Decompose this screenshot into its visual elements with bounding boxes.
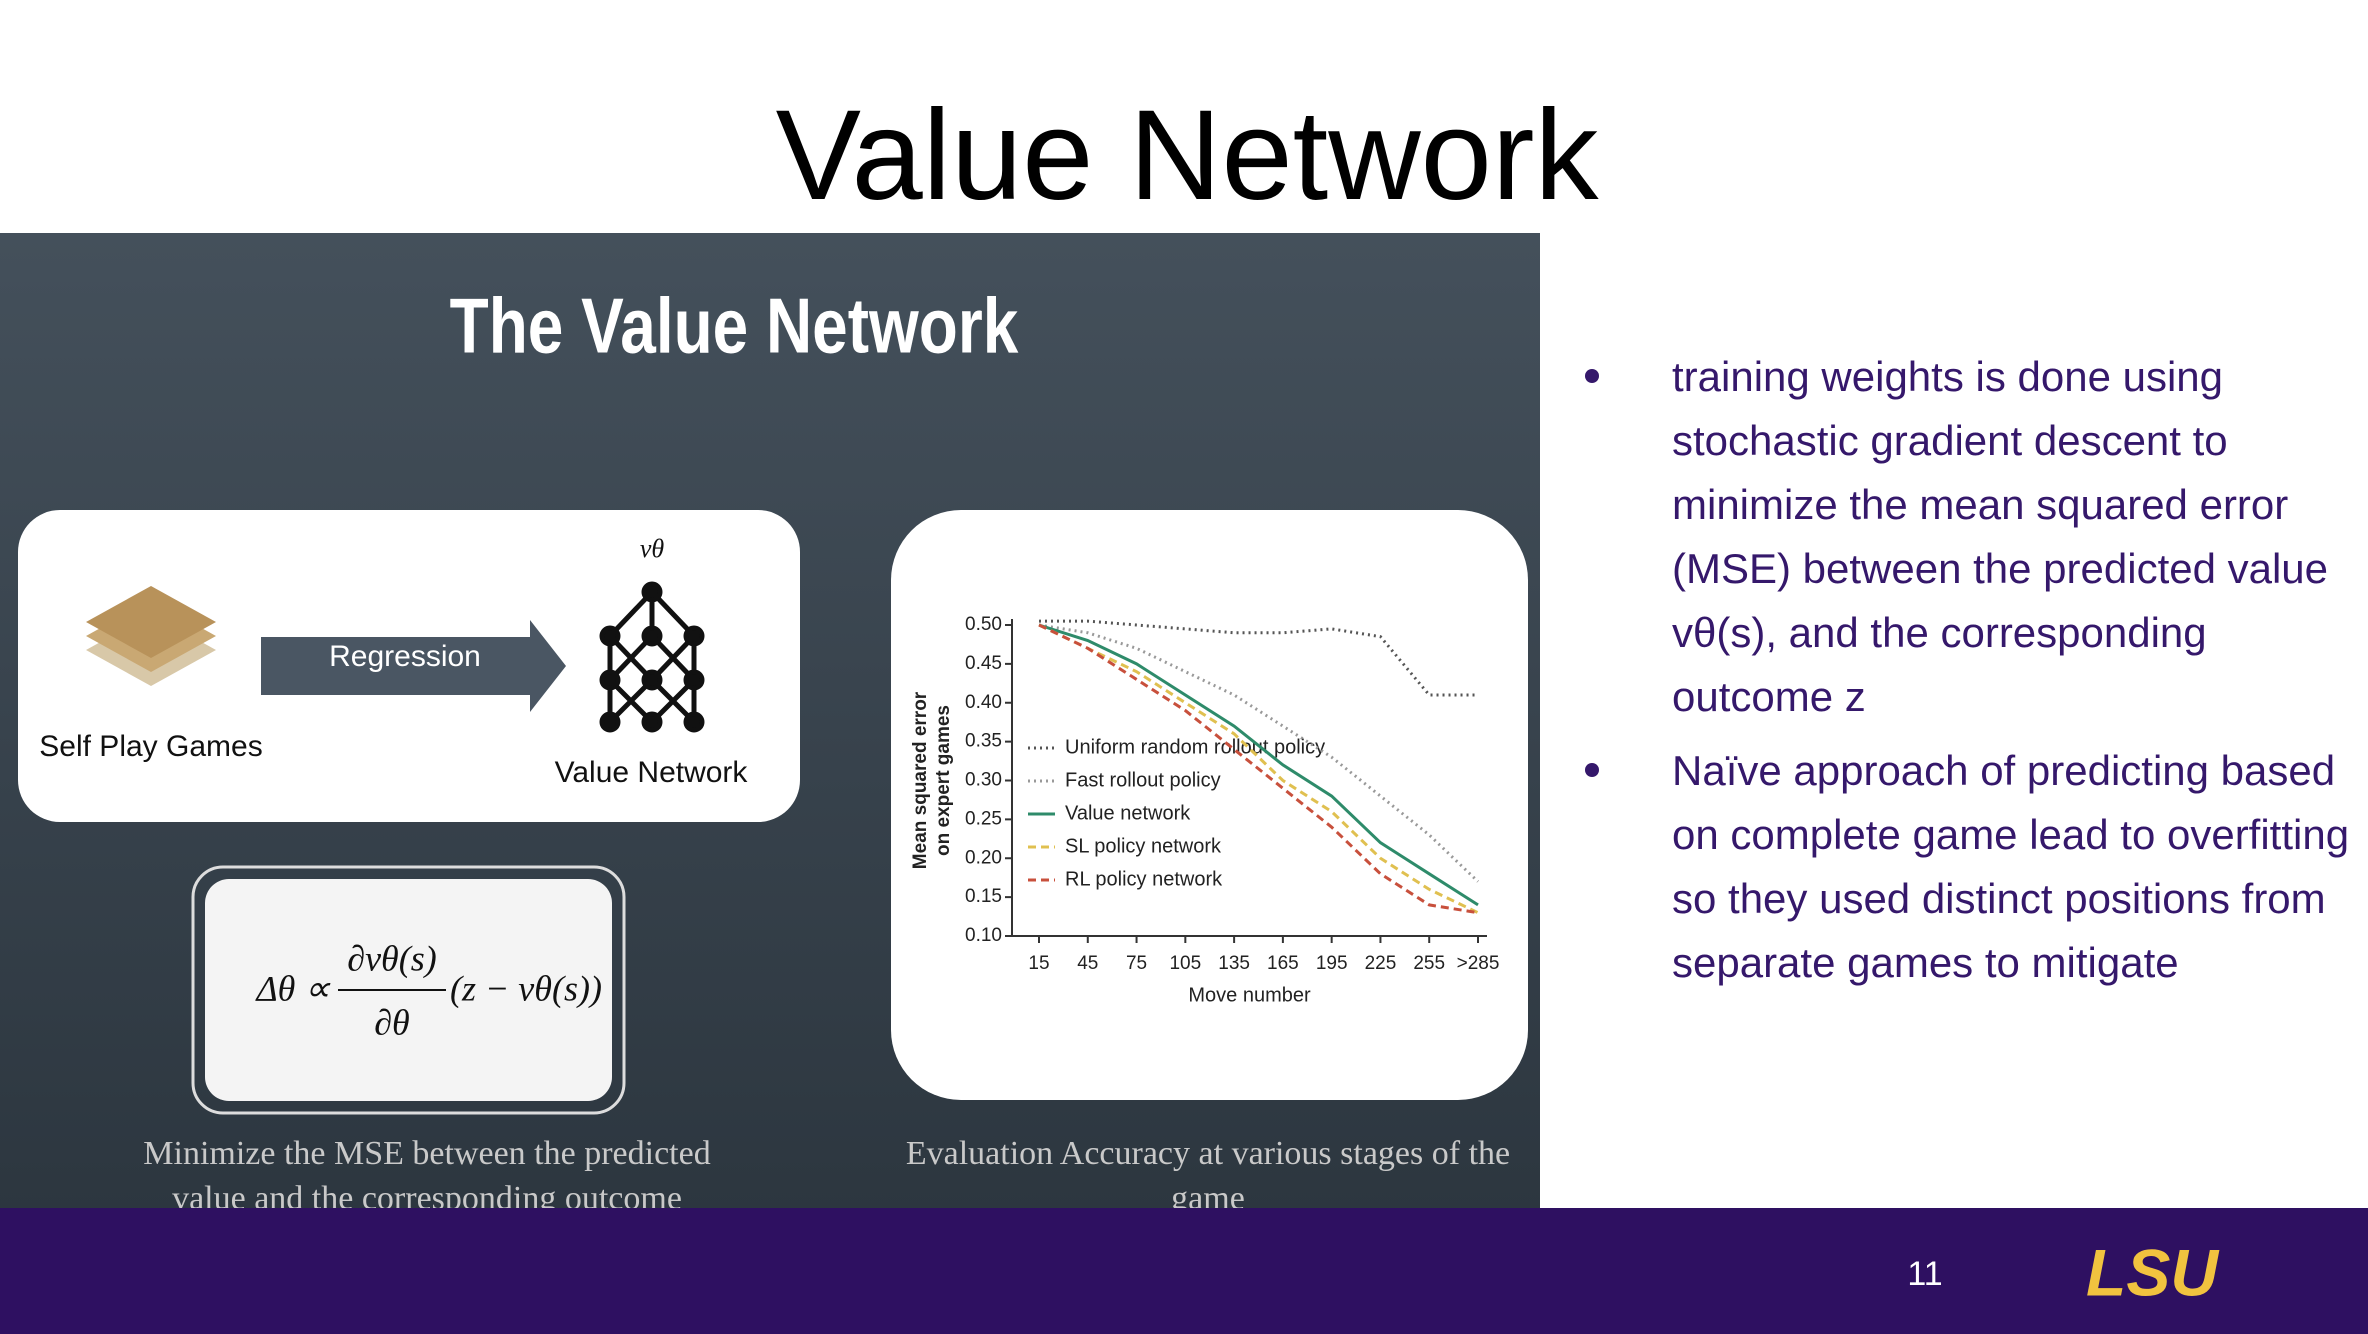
bullet-item: training weights is done using stochasti… — [1585, 345, 2362, 729]
formula-lhs: Δθ ∝ — [254, 968, 331, 1008]
series-line — [1038, 623, 1479, 907]
lsu-logo: LSU — [2086, 1235, 2220, 1309]
x-axis-label: Move number — [1188, 984, 1311, 1006]
x-tick-label: 255 — [1413, 953, 1445, 974]
bullet-list: training weights is done using stochasti… — [1585, 345, 2362, 1005]
x-tick-label: >285 — [1457, 953, 1500, 974]
output-label: Value Network — [555, 756, 749, 789]
bullet-item: Naïve approach of predicting based on co… — [1585, 739, 2362, 995]
go-board-icon — [86, 586, 216, 686]
y-tick-label: 0.20 — [965, 847, 1002, 868]
formula-frame — [191, 865, 626, 1115]
y-tick-label: 0.35 — [965, 731, 1002, 752]
y-tick-label: 0.10 — [965, 925, 1002, 946]
series-line — [1038, 623, 1479, 915]
input-label: Self Play Games — [39, 730, 262, 763]
x-tick-label: 45 — [1077, 953, 1098, 974]
arrow-label: Regression — [329, 640, 481, 673]
x-tick-label: 75 — [1126, 953, 1147, 974]
y-axis-label: Mean squared error — [910, 691, 931, 869]
formula-denominator: ∂θ — [374, 1002, 409, 1042]
plot-box — [891, 510, 1528, 1100]
x-tick-label: 225 — [1365, 953, 1397, 974]
slide-title: Value Network — [776, 84, 1600, 227]
x-tick-label: 105 — [1169, 953, 1201, 974]
y-tick-label: 0.40 — [965, 692, 1002, 713]
bullet-dot — [1585, 763, 1599, 777]
network-icon — [599, 581, 705, 733]
series-line — [1038, 623, 1479, 915]
y-tick-label: 0.50 — [965, 614, 1002, 635]
left-caption: Minimize the MSE between the predicted — [143, 1135, 710, 1172]
x-tick-label: 195 — [1316, 953, 1348, 974]
y-tick-label: 0.45 — [965, 653, 1002, 674]
y-axis-label: on expert games — [933, 705, 954, 856]
legend-label: Fast rollout policy — [1065, 769, 1221, 791]
right-caption: Evaluation Accuracy at various stages of… — [906, 1135, 1510, 1172]
legend-label: SL policy network — [1065, 835, 1222, 857]
plot: 0.10 0.15 0.20 0.25 0.30 0.35 0.40 0.45 0.50 15 45… — [910, 614, 1499, 1006]
x-tick-label: 165 — [1267, 953, 1299, 974]
legend-label: RL policy network — [1065, 868, 1223, 890]
y-tick-label: 0.30 — [965, 770, 1002, 791]
y-tick-label: 0.25 — [965, 808, 1002, 829]
bullet-text: Naïve approach of predicting based on co… — [1672, 747, 2350, 986]
value-symbol: vθ — [640, 534, 665, 563]
series-line — [1039, 619, 1478, 697]
formula-numerator: ∂vθ(s) — [347, 938, 436, 978]
legend-label: Uniform random rollout policy — [1065, 736, 1325, 758]
bullet-text: training weights is done using stochasti… — [1672, 353, 2329, 720]
footer-band — [0, 1208, 2368, 1334]
formula-rhs: (z − vθ(s)) — [450, 968, 602, 1008]
y-tick-label: 0.15 — [965, 886, 1002, 907]
legend-label: Value network — [1065, 802, 1191, 824]
page-number: 11 — [1907, 1255, 1942, 1293]
x-tick-label: 15 — [1028, 953, 1049, 974]
bullet-dot — [1585, 369, 1599, 383]
regression-arrow — [261, 620, 566, 712]
figure-heading: The Value Network — [450, 283, 1019, 370]
x-tick-label: 135 — [1218, 953, 1250, 974]
